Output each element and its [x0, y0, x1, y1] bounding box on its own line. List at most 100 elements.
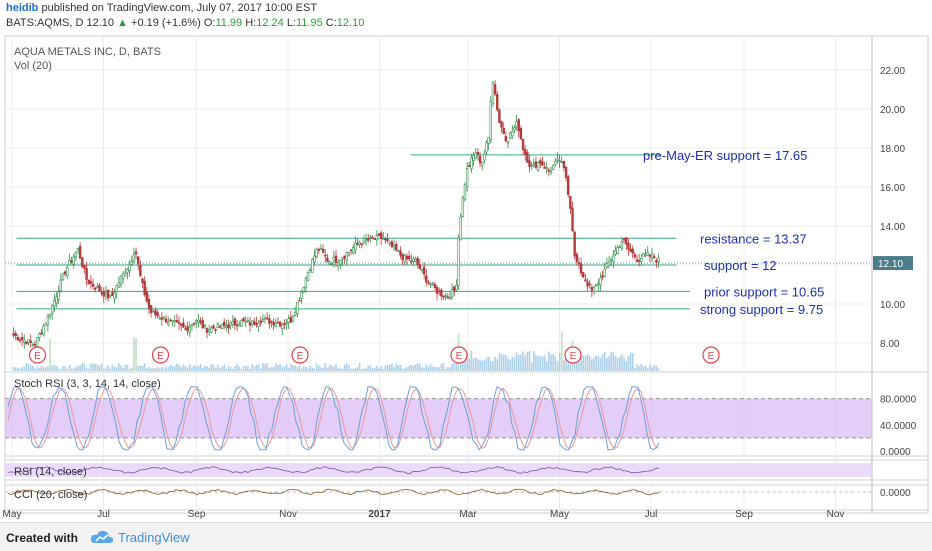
- volume-bar: [487, 356, 490, 371]
- volume-bar: [423, 367, 425, 371]
- published-text: published on TradingView.com, July 07, 2…: [41, 2, 318, 14]
- candle-body: [76, 247, 80, 251]
- candle-body: [545, 167, 548, 169]
- candle-body: [145, 291, 148, 302]
- candle-body: [459, 216, 462, 241]
- y-tick-label: 14.00: [880, 222, 905, 233]
- volume-bar: [616, 358, 619, 371]
- candle-body: [197, 320, 200, 323]
- candle-body: [235, 324, 239, 327]
- candle-body: [240, 320, 243, 327]
- price-text: 12.10: [86, 17, 115, 29]
- volume-bar: [324, 363, 327, 371]
- candle-body: [390, 241, 394, 247]
- x-tick-label: Sep: [188, 509, 206, 520]
- earnings-marker: [28, 346, 47, 364]
- candle-body: [528, 160, 531, 167]
- volume-indicator-label: Vol (20): [14, 60, 52, 72]
- volume-bar: [644, 365, 647, 371]
- candle-body: [388, 241, 391, 244]
- candle-body: [349, 249, 353, 252]
- candle-body: [345, 252, 348, 261]
- candle-body: [218, 325, 222, 328]
- candle-body: [330, 263, 333, 265]
- volume-bar: [105, 367, 107, 371]
- volume-bar: [425, 364, 428, 371]
- candle-body: [483, 153, 486, 161]
- volume-bar: [378, 368, 380, 371]
- volume-bar: [96, 364, 99, 371]
- volume-bar: [90, 363, 92, 371]
- volume-bar: [184, 366, 187, 371]
- candle-body: [326, 257, 329, 262]
- tradingview-brand-link[interactable]: TradingView: [118, 530, 190, 545]
- volume-bar: [365, 367, 367, 371]
- volume-bar: [253, 366, 256, 371]
- candle-body: [180, 323, 183, 326]
- candle-body: [134, 251, 138, 255]
- stoch-band: [5, 398, 872, 438]
- volume-bar: [657, 368, 660, 371]
- volume-bar: [12, 366, 15, 371]
- candle-body: [487, 136, 490, 144]
- candle-body: [48, 314, 52, 317]
- volume-bar: [42, 367, 45, 371]
- level-annotation: prior support = 10.65: [704, 284, 824, 299]
- volume-bar: [500, 354, 503, 371]
- volume-bar: [625, 360, 628, 371]
- candle-body: [369, 236, 372, 239]
- change-arrow-icon: ▲: [117, 17, 128, 29]
- x-tick-label: Jul: [97, 509, 110, 520]
- candle-body: [517, 119, 520, 132]
- candle-body: [468, 165, 471, 167]
- candle-body: [367, 238, 370, 241]
- last-price-label: 12.10: [878, 259, 903, 270]
- candle-body: [405, 255, 409, 260]
- candle-body: [496, 94, 499, 111]
- volume-bar: [477, 359, 479, 371]
- chart-frame: [4, 35, 929, 514]
- chart-canvas[interactable]: pre-May-ER support = 17.65 resistance = 1…: [0, 0, 932, 522]
- candle-body: [631, 248, 634, 254]
- volume-bar: [223, 364, 225, 371]
- volume-bar: [53, 365, 56, 371]
- y-tick-label: 18.00: [880, 144, 905, 155]
- candle-body: [23, 339, 26, 343]
- candle-body: [106, 290, 110, 299]
- candle-body: [156, 312, 159, 317]
- close-value: 12.10: [336, 17, 365, 29]
- volume-bar: [163, 368, 165, 371]
- candle-body: [586, 281, 589, 287]
- candle-body: [115, 285, 118, 293]
- support-resistance-layer: pre-May-ER support = 17.65 resistance = 1…: [5, 148, 872, 317]
- volume-bar: [225, 368, 228, 371]
- candle-body: [592, 287, 596, 293]
- candle-body: [511, 131, 514, 137]
- candle-body: [227, 324, 230, 329]
- candle-body: [57, 291, 60, 300]
- candle-body: [20, 337, 24, 340]
- volume-bar: [161, 367, 163, 371]
- candle-body: [229, 322, 232, 326]
- candle-body: [356, 243, 359, 245]
- volume-bar: [642, 366, 645, 371]
- author-name[interactable]: heidib: [6, 2, 39, 14]
- candle-body: [601, 275, 604, 278]
- candle-body: [121, 272, 125, 280]
- volume-bar: [593, 357, 595, 371]
- volume-bar: [382, 368, 385, 371]
- volume-bar: [567, 355, 569, 371]
- volume-bar: [124, 364, 127, 371]
- volume-bar: [171, 366, 174, 371]
- volume-bar: [216, 364, 219, 371]
- volume-bar: [115, 367, 118, 371]
- candle-body: [119, 275, 123, 285]
- stoch-tick-label: 0.0000: [880, 447, 911, 458]
- volume-bar: [490, 361, 492, 371]
- candle-body: [40, 332, 43, 335]
- volume-bar: [468, 359, 471, 371]
- volume-bar: [442, 363, 445, 371]
- volume-bar: [530, 362, 533, 371]
- volume-bar: [193, 365, 195, 371]
- volume-bar: [21, 366, 23, 371]
